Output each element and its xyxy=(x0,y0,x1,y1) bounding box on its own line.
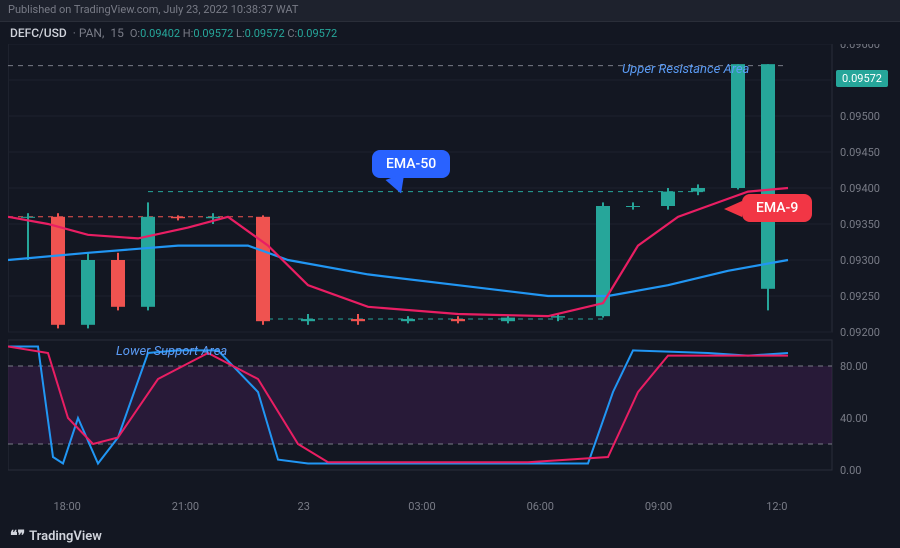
tradingview-logo-icon: ❝❞ xyxy=(10,528,25,544)
ema50-bubble: EMA-50 xyxy=(372,150,450,178)
svg-text:0.09350: 0.09350 xyxy=(840,218,880,231)
time-tick: 03:00 xyxy=(363,500,481,518)
footer-brand: ❝❞ TradingView xyxy=(10,528,102,544)
symbol[interactable]: DEFC/USD xyxy=(10,26,67,40)
svg-text:80.00: 80.00 xyxy=(840,360,868,373)
symbol-suffix: · PAN, xyxy=(73,26,105,40)
publish-info: Published on TradingView.com, July 23, 2… xyxy=(0,0,900,22)
time-tick: 09:00 xyxy=(599,500,717,518)
time-axis: 18:00 21:00 23 03:00 06:00 09:00 12:0 xyxy=(8,500,836,518)
svg-text:0.09300: 0.09300 xyxy=(840,254,880,267)
svg-text:0.09500: 0.09500 xyxy=(840,110,880,123)
svg-text:0.00: 0.00 xyxy=(840,464,861,477)
interval[interactable]: 15 xyxy=(110,26,124,40)
ema9-bubble: EMA-9 xyxy=(742,194,812,222)
ema9-bubble-tail xyxy=(724,201,742,217)
current-price-tag: 0.09572 xyxy=(836,70,888,87)
time-tick: 23 xyxy=(245,500,363,518)
time-tick: 21:00 xyxy=(126,500,244,518)
ohlc-readout: O:0.09402 H:0.09572 L:0.09572 C:0.09572 xyxy=(130,27,337,40)
svg-text:0.09400: 0.09400 xyxy=(840,182,880,195)
time-tick: 12:0 xyxy=(718,500,836,518)
svg-text:0.09450: 0.09450 xyxy=(840,146,880,159)
upper-resistance-label: Upper Resistance Area xyxy=(622,62,749,77)
chart-svg[interactable]: 0.09200 0.09250 0.09300 0.09350 0.09400 0.094… xyxy=(8,44,892,492)
chart-header: DEFC/USD · PAN, 15 O:0.09402 H:0.09572 L… xyxy=(0,22,900,44)
chart-area[interactable]: 0.09200 0.09250 0.09300 0.09350 0.09400 0.094… xyxy=(8,44,892,492)
time-tick: 06:00 xyxy=(481,500,599,518)
lower-support-label: Lower Support Area xyxy=(116,344,227,359)
publish-text: Published on TradingView.com, July 23, 2… xyxy=(8,3,298,16)
svg-text:40.00: 40.00 xyxy=(840,412,868,425)
svg-text:0.09250: 0.09250 xyxy=(840,290,880,303)
svg-text:0.09200: 0.09200 xyxy=(840,326,880,339)
time-tick: 18:00 xyxy=(8,500,126,518)
svg-text:0.09600: 0.09600 xyxy=(840,44,880,51)
